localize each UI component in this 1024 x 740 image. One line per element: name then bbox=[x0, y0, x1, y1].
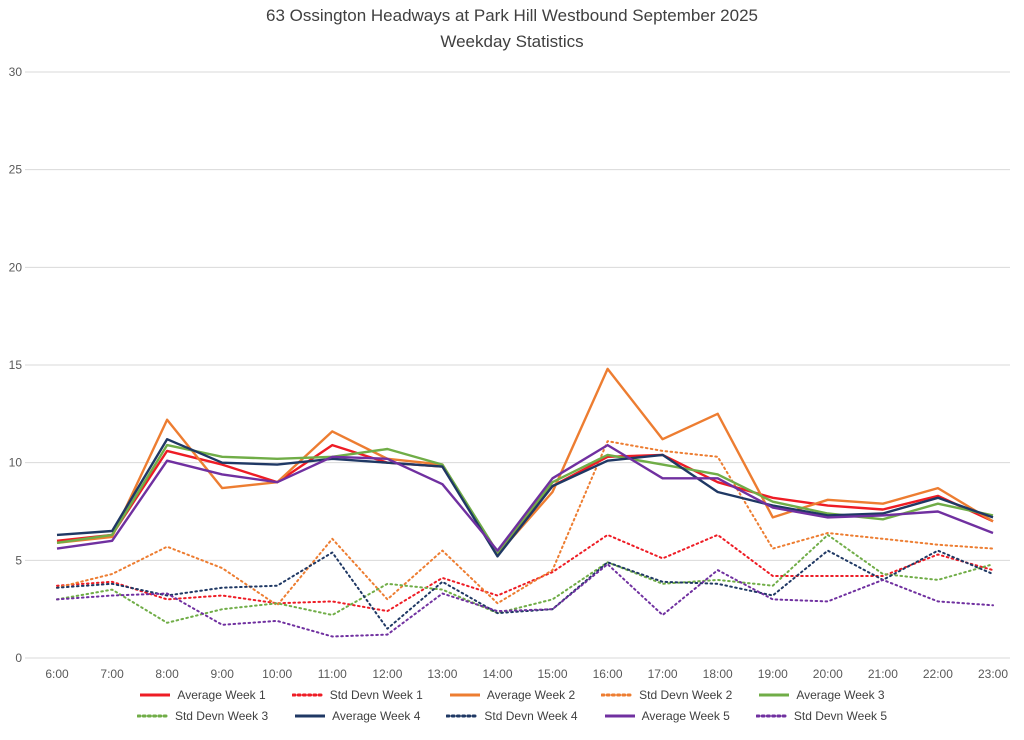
legend-row-1: Average Week 1 Std Devn Week 1 Average Wee… bbox=[139, 688, 885, 702]
legend-item-std-devn-week-4: Std Devn Week 4 bbox=[446, 709, 578, 723]
legend-item-average-week-1: Average Week 1 bbox=[139, 688, 266, 702]
legend-label: Std Devn Week 3 bbox=[174, 709, 269, 723]
series-line-std-devn-week-1 bbox=[56, 533, 994, 613]
legend-item-std-devn-week-2: Std Devn Week 2 bbox=[601, 688, 732, 702]
x-tick-label: 13:00 bbox=[427, 667, 457, 681]
x-tick-label: 23:00 bbox=[978, 667, 1008, 681]
legend-label: Average Week 2 bbox=[486, 688, 576, 702]
chart-title-block: 63 Ossington Headways at Park Hill Westb… bbox=[0, 3, 1024, 55]
x-tick-label: 10:00 bbox=[262, 667, 292, 681]
legend-item-std-devn-week-1: Std Devn Week 1 bbox=[291, 688, 423, 702]
y-tick-label: 10 bbox=[9, 456, 23, 470]
y-tick-label: 5 bbox=[15, 553, 22, 567]
legend-label: Std Devn Week 1 bbox=[329, 688, 423, 702]
legend-item-average-week-5: Average Week 5 bbox=[604, 709, 730, 723]
legend-swatch-icon bbox=[446, 714, 479, 718]
x-tick-label: 22:00 bbox=[923, 667, 953, 681]
legend-label: Average Week 4 bbox=[332, 709, 421, 723]
series-line-std-devn-week-5 bbox=[56, 563, 994, 638]
series-line-std-devn-week-4 bbox=[56, 549, 994, 630]
chart-subtitle: Weekday Statistics bbox=[440, 32, 584, 51]
legend-item-std-devn-week-5: Std Devn Week 5 bbox=[755, 709, 888, 723]
legend-swatch-icon bbox=[136, 714, 169, 718]
x-tick-label: 8:00 bbox=[155, 667, 179, 681]
x-tick-label: 16:00 bbox=[593, 667, 623, 681]
legend-swatch-icon bbox=[601, 693, 634, 697]
series-line-std-devn-week-3 bbox=[56, 533, 994, 624]
x-tick-label: 18:00 bbox=[703, 667, 733, 681]
plot-area: 0 5 10 15 20 25 30 6:00 7:00 8:00 9:00 10:00 11:00 12… bbox=[9, 65, 1010, 681]
series-line-average-week-2 bbox=[56, 367, 994, 556]
x-tick-label: 15:00 bbox=[537, 667, 567, 681]
legend-swatch-icon bbox=[449, 693, 480, 697]
legend-label: Std Devn Week 2 bbox=[639, 688, 733, 702]
legend: Average Week 1 Std Devn Week 1 Average Wee… bbox=[0, 688, 1024, 723]
legend-label: Average Week 3 bbox=[796, 688, 885, 702]
legend-item-average-week-3: Average Week 3 bbox=[758, 688, 885, 702]
legend-item-average-week-2: Average Week 2 bbox=[449, 688, 575, 702]
legend-item-std-devn-week-3: Std Devn Week 3 bbox=[136, 709, 269, 723]
x-tick-label: 14:00 bbox=[482, 667, 512, 681]
legend-label: Average Week 5 bbox=[641, 709, 730, 723]
legend-swatch-icon bbox=[295, 714, 326, 718]
legend-label: Std Devn Week 4 bbox=[484, 709, 578, 723]
series-line-average-week-5 bbox=[56, 443, 994, 552]
legend-swatch-icon bbox=[755, 714, 788, 718]
legend-label: Average Week 1 bbox=[177, 688, 266, 702]
series-line-average-week-4 bbox=[56, 438, 994, 558]
legend-row-2: Std Devn Week 3 Average Week 4 Std Devn We… bbox=[136, 709, 888, 723]
y-tick-label: 30 bbox=[9, 65, 23, 79]
y-tick-label: 15 bbox=[9, 358, 23, 372]
y-tick-label: 0 bbox=[15, 651, 22, 665]
legend-swatch-icon bbox=[291, 693, 324, 697]
x-tick-label: 12:00 bbox=[372, 667, 402, 681]
series-line-std-devn-week-2 bbox=[56, 440, 994, 607]
legend-swatch-icon bbox=[604, 714, 635, 718]
y-tick-label: 20 bbox=[9, 260, 23, 274]
x-tick-label: 11:00 bbox=[318, 667, 347, 681]
legend-item-average-week-4: Average Week 4 bbox=[294, 709, 420, 723]
x-tick-label: 6:00 bbox=[45, 667, 69, 681]
y-tick-label: 25 bbox=[9, 163, 23, 177]
legend-swatch-icon bbox=[759, 693, 790, 697]
chart-title: 63 Ossington Headways at Park Hill Westb… bbox=[265, 6, 758, 25]
x-tick-label: 19:00 bbox=[758, 667, 788, 681]
x-tick-label: 17:00 bbox=[648, 667, 678, 681]
series-line-average-week-1 bbox=[56, 443, 994, 554]
x-tick-label: 7:00 bbox=[100, 667, 124, 681]
x-tick-label: 9:00 bbox=[211, 667, 235, 681]
legend-label: Std Devn Week 5 bbox=[793, 709, 888, 723]
legend-swatch-icon bbox=[140, 693, 171, 697]
x-tick-label: 20:00 bbox=[813, 667, 843, 681]
x-tick-label: 21:00 bbox=[868, 667, 898, 681]
